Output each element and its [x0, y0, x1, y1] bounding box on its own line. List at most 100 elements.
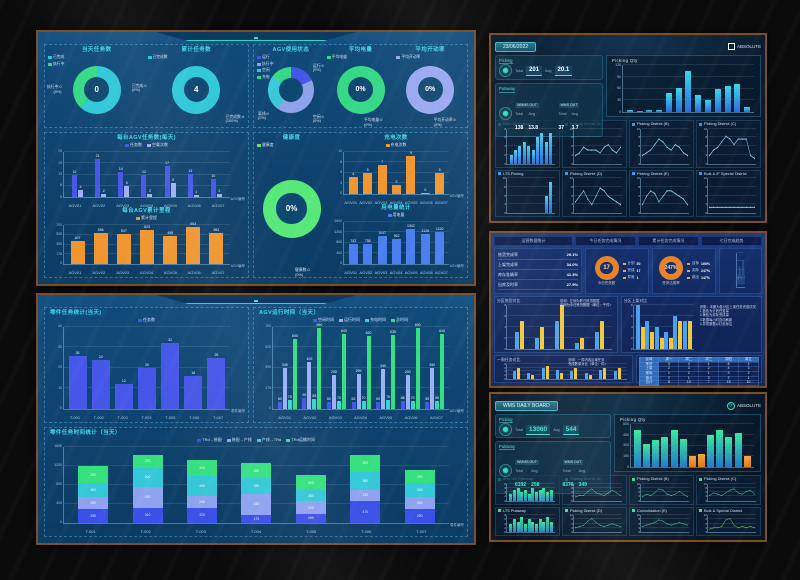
stack-segment: 340 [187, 459, 218, 476]
legend-dash-icon [622, 277, 626, 279]
bar-group [509, 178, 513, 213]
avg-label: Avg [571, 111, 579, 116]
title-chip[interactable]: WMS DAILY BOARD [495, 400, 558, 411]
bar: 407 [70, 236, 85, 264]
y-tick: 10 [703, 513, 707, 518]
legend-item[interactable]: 任务数 [125, 142, 142, 148]
bar: 24 [91, 355, 110, 409]
donut-today-tasks: 当天任务数 已完成 执行中 0 执行中:0 (0%) 已完成:0 (0%) [47, 47, 147, 125]
bar-value: 26 [75, 350, 80, 355]
gauge-legend-value: 147% [701, 275, 710, 280]
bar: 10 [210, 174, 216, 198]
legend-item[interactable]: 已完成数 [147, 55, 168, 60]
segment-value: 330 [253, 468, 260, 473]
legend-item[interactable]: 装配→产线 [226, 437, 252, 443]
y-tick: 5 [571, 521, 573, 526]
y-tick: 3 [638, 525, 640, 530]
bar-group [514, 178, 518, 213]
y-tick: 3 [705, 494, 707, 499]
legend-item[interactable]: 运行 [257, 55, 273, 60]
bar-group [688, 424, 696, 467]
segment-value: 430 [253, 502, 260, 507]
putaway-group-title: WMMS OUT [515, 102, 539, 108]
stats-list: 拣货完成率 29.1% 上架完成率 34.0% 库存准确率 41.3% 出库及时率 27.9% [494, 247, 582, 294]
legend-label: 平均电量 [331, 55, 347, 59]
legend-item[interactable]: 总时间 [391, 317, 408, 323]
bar-group [509, 484, 513, 501]
bar [536, 137, 540, 164]
legend-item[interactable]: 空载次数 [147, 142, 168, 148]
y-tick: 3 [571, 494, 573, 499]
table-cell: 8 [658, 380, 680, 387]
mini-chart-title: Picking District (C) [704, 121, 736, 126]
legend-item[interactable]: 用电量 [387, 212, 405, 218]
legend-item[interactable]: 运行时间 [339, 317, 360, 323]
bar-value: 16 [191, 371, 196, 376]
x-tick-label: AGV03 [328, 414, 342, 420]
legend-item[interactable]: 充电次数 [385, 142, 407, 148]
legend-item[interactable]: 健康度 [257, 143, 273, 148]
table-cell: 合计 [638, 380, 660, 387]
legend-item[interactable]: 平均电量 [326, 55, 347, 60]
legend-item[interactable]: 充电 [257, 75, 273, 80]
bar-group [635, 304, 645, 349]
bar [541, 367, 545, 379]
parts-time-box: 零件任务时间统计（当天） TRd→装配 装配→产线 产线→TRd TRd运输时间 0 400… [44, 427, 468, 537]
bar-value: 9 [409, 151, 412, 156]
bar-value: 55 [425, 397, 430, 402]
bar [556, 369, 560, 379]
donut-center: 247% [665, 261, 677, 275]
x-tick-label: AGV03 [116, 269, 130, 275]
bar-group [661, 424, 669, 467]
bar-group: 14 6 [118, 152, 130, 198]
stacked-bar: 290 260 280 290 [404, 447, 435, 523]
refresh-icon[interactable] [726, 401, 735, 410]
bar [588, 375, 592, 379]
bar-group [645, 305, 655, 349]
bar [527, 373, 531, 379]
legend-label: TRd运输时间 [291, 437, 315, 443]
y-tick: 3 [504, 202, 506, 207]
gridline [273, 387, 449, 389]
bar-group [538, 515, 542, 532]
section-header-cell: 运营数据统计 [494, 236, 573, 246]
legend-label: 产线→TRd [261, 437, 282, 443]
gridline [574, 145, 622, 147]
legend-item[interactable]: 平均开动率 [396, 55, 420, 60]
bar [539, 326, 544, 349]
bar [595, 332, 600, 349]
y-tick: 3 [571, 152, 573, 157]
legend-item[interactable]: 产线→TRd [256, 437, 282, 443]
bar-group [518, 129, 522, 164]
stack-segment: 310 [132, 508, 163, 523]
gridline [574, 514, 622, 516]
total-label: Total [515, 469, 524, 474]
legend-item[interactable]: 已完成 [48, 55, 64, 60]
x-tick-label: AGV06 [419, 199, 433, 205]
legend-item[interactable]: TRd运输时间 [286, 437, 315, 443]
y-tick: 10 [569, 126, 573, 131]
segment-value: 290 [416, 474, 423, 479]
legend-item[interactable]: 累计里程 [136, 216, 157, 221]
legend-item[interactable]: 执行中 [48, 62, 64, 67]
chart-charge-count: 充电次数 充电次数 0 3 5 8 10 AGV编号 4 5 7 2 9 0 5 AGV01 AGV02 AGV0… [327, 135, 465, 205]
bar-value: 32 [168, 338, 173, 343]
bar: 4 [78, 185, 84, 198]
legend-item[interactable]: 空闲 [257, 68, 273, 73]
bar-value: 552 [213, 228, 220, 233]
donut-ring: 0% [336, 65, 385, 114]
legend-item[interactable]: 任务数 [138, 317, 155, 323]
gridline [708, 518, 756, 520]
bar-group [536, 178, 540, 213]
gauge-achievement-rate: 247% 任务达成率 [658, 255, 684, 286]
stack-segment: 470 [350, 500, 381, 523]
bar-group [634, 424, 642, 467]
date-chip[interactable]: 23/06/2022 [495, 41, 537, 52]
legend-item[interactable]: 执行中 [257, 62, 273, 67]
legend-item[interactable]: 空闲时间 [313, 317, 334, 323]
checkbox-icon[interactable] [727, 43, 735, 50]
legend-item[interactable]: TRd→装配 [197, 437, 222, 443]
legend-item[interactable]: 充电时间 [365, 317, 386, 323]
